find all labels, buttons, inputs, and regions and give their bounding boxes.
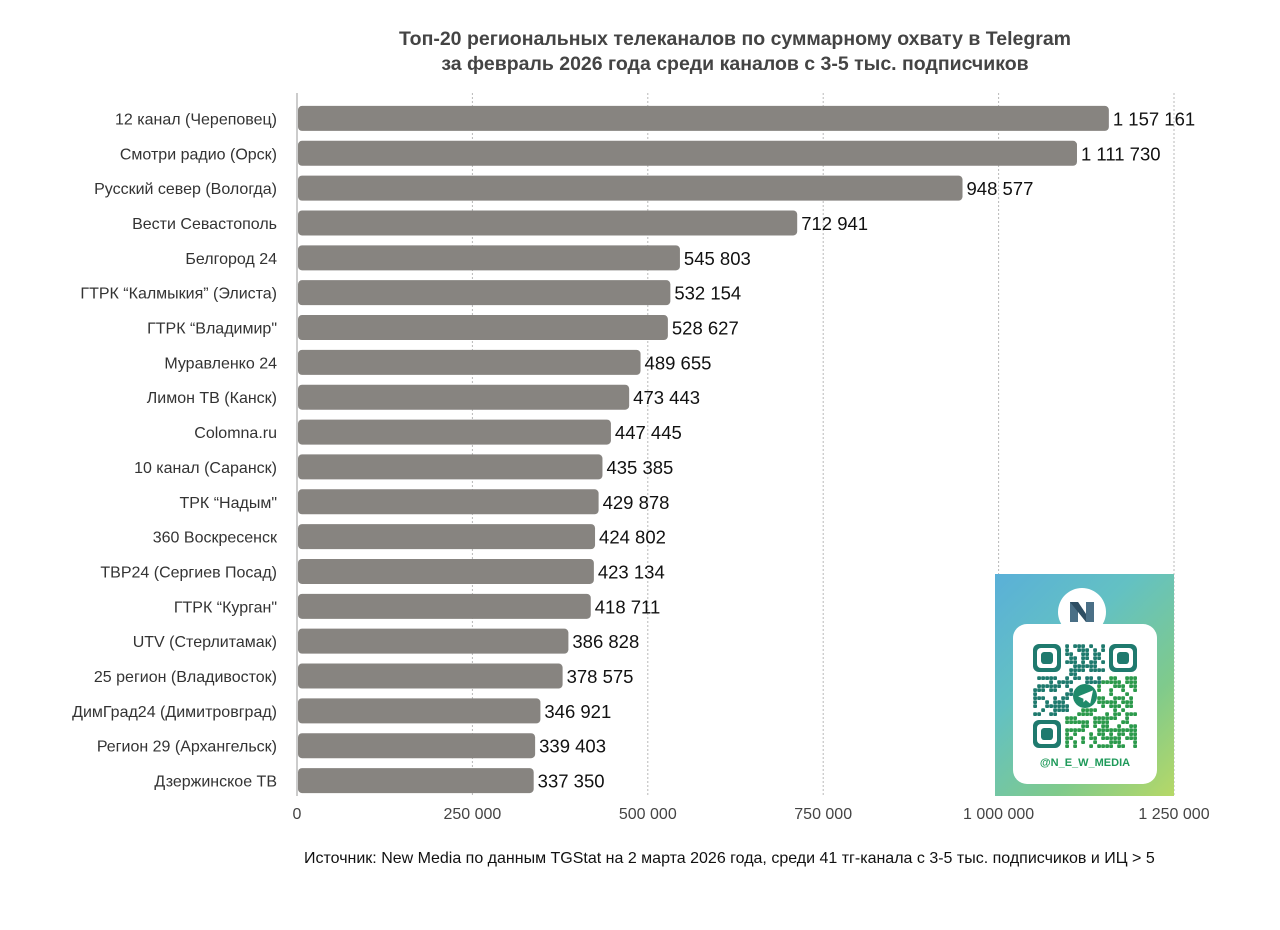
x-tick-label: 250 000 (443, 806, 501, 823)
value-label: 378 575 (567, 666, 634, 687)
bar (298, 663, 563, 689)
x-tick-label: 500 000 (619, 806, 677, 823)
value-label: 346 921 (544, 701, 611, 722)
value-label: 423 134 (598, 561, 665, 582)
category-label: Вести Севастополь (132, 216, 277, 233)
bar (298, 175, 963, 201)
category-label: Русский север (Вологда) (94, 181, 277, 198)
bar (298, 733, 536, 759)
category-label: Смотри радио (Орск) (120, 146, 277, 163)
category-label: ТРК “Надым" (179, 495, 277, 512)
category-label: Лимон ТВ (Канск) (147, 390, 277, 407)
category-label: ДимГрад24 (Димитровград) (72, 704, 277, 721)
value-label: 435 385 (606, 457, 673, 478)
category-label: 25 регион (Владивосток) (94, 669, 277, 686)
category-label: ГТРК “Курган" (174, 599, 277, 616)
bar (298, 768, 534, 794)
promo-inner-card: @N_E_W_MEDIA (1013, 624, 1157, 784)
value-label: 386 828 (572, 631, 639, 652)
bar (298, 454, 603, 480)
bar (298, 419, 611, 445)
x-tick-label: 0 (293, 806, 302, 823)
value-label: 429 878 (603, 492, 670, 513)
value-label: 424 802 (599, 527, 666, 548)
value-label: 447 445 (615, 422, 682, 443)
value-label: 1 157 161 (1113, 108, 1195, 129)
category-label: 10 канал (Саранск) (134, 460, 277, 477)
category-label: UTV (Стерлитамак) (133, 634, 277, 651)
value-label: 418 711 (595, 596, 661, 617)
value-label: 489 655 (645, 352, 712, 373)
bar (298, 280, 671, 306)
value-label: 339 403 (539, 736, 606, 757)
value-label: 532 154 (674, 283, 741, 304)
value-label: 337 350 (538, 771, 605, 792)
promo-card[interactable]: @N_E_W_MEDIA (995, 574, 1174, 796)
value-label: 528 627 (672, 318, 739, 339)
value-label: 948 577 (967, 178, 1034, 199)
new-media-logo-mark (1070, 602, 1094, 622)
source-note: Источник: New Media по данным TGStat на … (304, 850, 1155, 867)
bar (298, 593, 591, 619)
chart-title-line-2: за февраль 2026 года среди каналов с 3-5… (441, 53, 1029, 75)
bar (298, 489, 599, 515)
bar (298, 558, 594, 584)
value-label: 545 803 (684, 248, 751, 269)
category-label: 360 Воскресенск (153, 530, 278, 547)
category-label: ТВР24 (Сергиев Посад) (100, 564, 277, 581)
bar (298, 105, 1109, 131)
category-label: 12 канал (Череповец) (115, 111, 277, 128)
category-label: ГТРК “Владимир" (147, 321, 277, 338)
category-label: Белгород 24 (185, 251, 277, 268)
bar (298, 315, 668, 341)
x-tick-label: 1 000 000 (963, 806, 1034, 823)
bar (298, 524, 596, 550)
bar (298, 140, 1077, 166)
category-label: Муравленко 24 (164, 355, 277, 372)
bar (298, 384, 630, 410)
category-label: Colomna.ru (194, 425, 277, 442)
category-label: Регион 29 (Архангельск) (97, 739, 277, 756)
bar (298, 628, 569, 654)
channel-handle[interactable]: @N_E_W_MEDIA (1039, 757, 1131, 769)
category-label: ГТРК “Калмыкия” (Элиста) (80, 286, 277, 303)
value-label: 1 111 730 (1081, 143, 1161, 164)
value-label: 712 941 (801, 213, 868, 234)
x-tick-label: 750 000 (794, 806, 852, 823)
category-label: Дзержинское ТВ (154, 774, 277, 791)
bar (298, 210, 798, 236)
chart-title: Топ-20 региональных телеканалов по сумма… (240, 27, 1230, 77)
value-label: 473 443 (633, 387, 700, 408)
bar (298, 698, 541, 724)
telegram-qr-code-icon[interactable] (1033, 644, 1137, 748)
bar (298, 349, 641, 375)
x-tick-label: 1 250 000 (1138, 806, 1209, 823)
chart-title-line-1: Топ-20 региональных телеканалов по сумма… (398, 28, 1072, 50)
bar (298, 245, 680, 271)
